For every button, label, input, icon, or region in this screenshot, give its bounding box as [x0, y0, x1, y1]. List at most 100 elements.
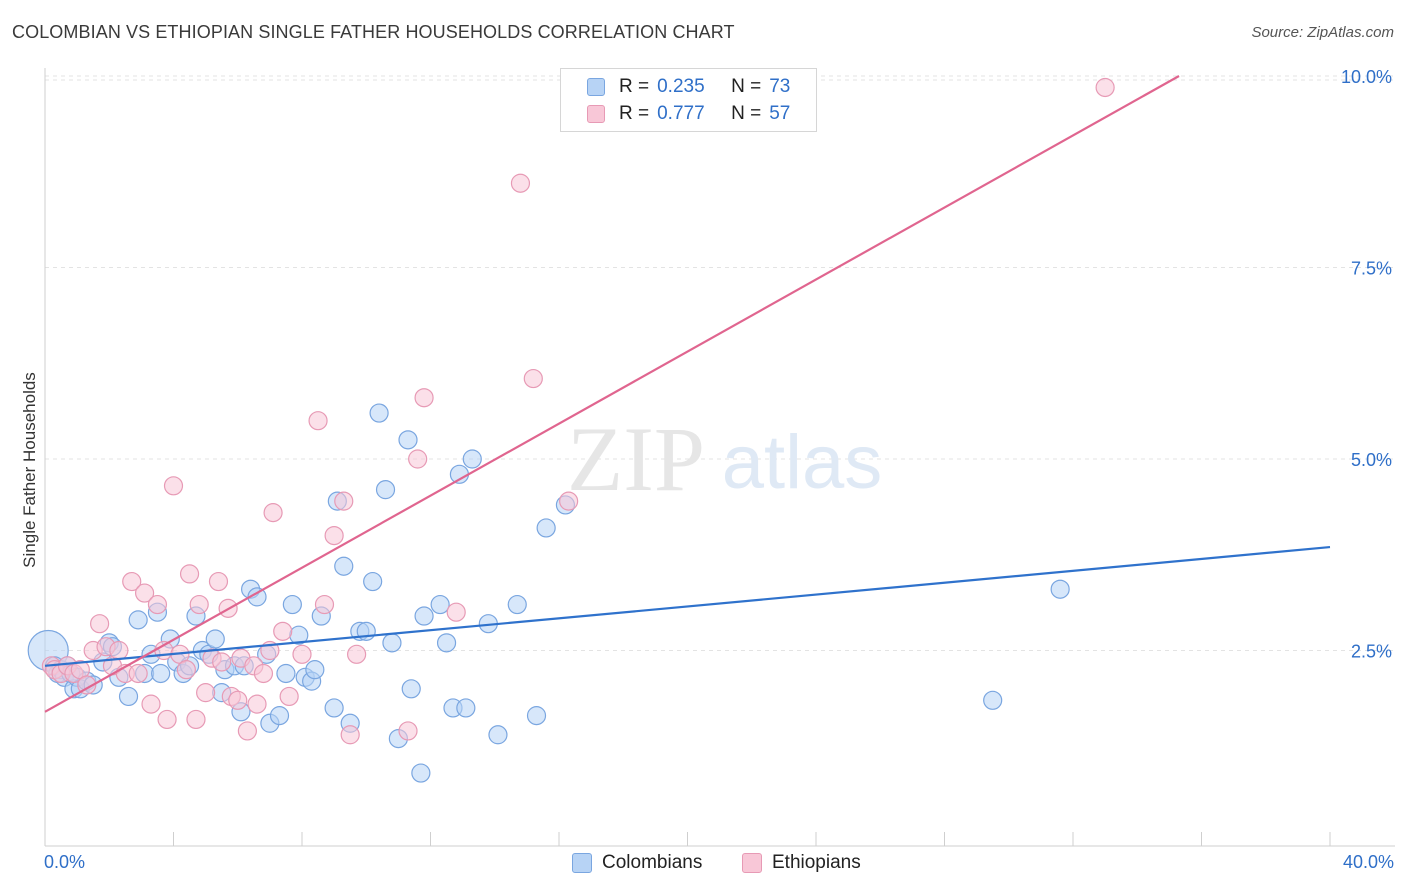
- legend-r-label: R =: [619, 103, 650, 124]
- y-tick-label-3: 10.0%: [1341, 67, 1392, 87]
- legend-r-label: R =: [619, 76, 650, 97]
- ethiopian-point-44: [314, 594, 335, 615]
- ethiopian-point-32: [228, 690, 248, 710]
- colombian-point-29: [205, 629, 225, 649]
- colombian-point-40: [276, 663, 296, 684]
- ethiopian-point-24: [186, 709, 206, 730]
- colombian-point-21: [151, 663, 171, 684]
- bottom-legend-colombians[interactable]: Colombians: [572, 852, 702, 874]
- colombian-point-55: [375, 480, 396, 500]
- ethiopian-point-25: [189, 594, 209, 615]
- colombian-point-74: [983, 690, 1003, 710]
- ethiopian-point-48: [347, 644, 367, 664]
- grid-lines: [45, 75, 1395, 651]
- ethiopian-point-19: [157, 709, 177, 730]
- ethiopian-point-40: [273, 621, 293, 641]
- bottom-legend-swatch-colombians: [572, 853, 592, 873]
- legend-n-value-colombians: 73: [769, 76, 791, 97]
- ethiopian-point-34: [237, 721, 257, 741]
- ethiopian-point-20: [163, 476, 184, 496]
- legend-n-value-ethiopians: 57: [769, 103, 791, 124]
- ethiopian-point-36: [247, 694, 267, 714]
- ethiopian-point-23: [179, 564, 200, 584]
- ethiopian-point-47: [340, 725, 360, 745]
- legend-row-ethiopians: R = 0.777 N = 57: [587, 101, 790, 127]
- trend-line-colombians: [44, 545, 1331, 667]
- watermark-atlas: atlas: [722, 420, 883, 505]
- trend-lines: [44, 75, 1331, 713]
- legend-r-value-ethiopians: 0.777: [657, 103, 705, 124]
- ethiopian-point-54: [523, 368, 543, 389]
- bottom-legend-label-colombians: Colombians: [602, 852, 703, 873]
- ethiopian-point-41: [279, 686, 299, 707]
- colombian-point-39: [269, 706, 290, 726]
- series-colombians-points: [27, 403, 1070, 783]
- colombian-point-17: [128, 610, 148, 630]
- ethiopian-point-26: [196, 683, 216, 703]
- ethiopian-point-14: [128, 663, 148, 684]
- ethiopian-point-50: [408, 449, 428, 469]
- y-tick-label-1: 5.0%: [1351, 450, 1392, 470]
- ethiopian-point-37: [253, 663, 274, 684]
- colombian-point-49: [334, 556, 354, 576]
- colombian-point-71: [526, 706, 547, 726]
- ethiopian-point-8: [90, 614, 110, 634]
- bottom-legend: Colombians Ethiopians: [0, 852, 1406, 878]
- y-tick-labels: 2.5% 5.0% 7.5% 10.0%: [1341, 67, 1392, 662]
- chart-title: COLOMBIAN VS ETHIOPIAN SINGLE FATHER HOU…: [12, 22, 735, 42]
- legend-n-label: N =: [731, 76, 762, 97]
- legend-swatch-colombians: [587, 78, 605, 96]
- y-tick-label-0: 2.5%: [1351, 642, 1392, 662]
- colombian-point-53: [363, 571, 383, 592]
- ethiopian-point-55: [559, 491, 579, 511]
- ethiopian-point-51: [414, 388, 434, 408]
- ethiopian-point-39: [263, 503, 283, 523]
- ethiopian-point-22: [176, 660, 196, 680]
- colombian-point-60: [411, 763, 431, 783]
- colombian-point-75: [1050, 579, 1070, 599]
- colombian-point-66: [456, 698, 476, 718]
- colombian-point-61: [414, 606, 434, 626]
- colombian-point-70: [507, 594, 527, 615]
- colombian-point-45: [305, 660, 325, 680]
- colombian-point-58: [398, 430, 418, 450]
- ethiopian-point-6: [77, 675, 97, 695]
- colombian-point-69: [488, 725, 508, 745]
- bottom-legend-label-ethiopians: Ethiopians: [772, 852, 861, 873]
- ethiopian-point-42: [292, 644, 312, 664]
- ethiopian-point-53: [510, 173, 531, 193]
- y-tick-label-2: 7.5%: [1351, 259, 1392, 279]
- ethiopian-point-56: [1095, 77, 1115, 98]
- ethiopian-point-45: [324, 525, 344, 546]
- ethiopian-point-13: [122, 571, 142, 592]
- ethiopian-point-16: [141, 694, 161, 714]
- watermark: ZIP atlas: [567, 408, 882, 510]
- ethiopian-point-17: [147, 594, 168, 615]
- trend-line-ethiopians: [44, 75, 1180, 713]
- legend-n-label: N =: [731, 103, 762, 124]
- colombian-point-63: [436, 633, 457, 653]
- legend-row-colombians: R = 0.235 N = 73: [587, 74, 790, 100]
- ethiopian-point-11: [109, 640, 129, 661]
- colombian-point-47: [324, 698, 344, 718]
- legend-swatch-ethiopians: [587, 105, 605, 123]
- bottom-legend-ethiopians[interactable]: Ethiopians: [742, 852, 861, 874]
- ethiopian-point-43: [308, 411, 328, 431]
- legend-r-value-colombians: 0.235: [657, 76, 705, 97]
- series-ethiopians-points: [41, 77, 1115, 745]
- colombian-point-67: [462, 449, 482, 469]
- ethiopian-point-52: [446, 602, 466, 622]
- axis-lines: [44, 68, 1395, 847]
- watermark-zip: ZIP: [567, 408, 705, 510]
- colombian-point-62: [430, 594, 450, 615]
- legend: R = 0.235 N = 73 R = 0.777 N = 57: [560, 68, 817, 132]
- colombian-point-72: [536, 518, 556, 538]
- bottom-legend-swatch-ethiopians: [742, 853, 762, 873]
- source-note: Source: ZipAtlas.com: [1251, 24, 1394, 41]
- ethiopian-point-46: [334, 491, 354, 511]
- colombian-point-41: [282, 594, 302, 615]
- x-tick-label-min: 0.0%: [44, 852, 86, 872]
- ethiopian-point-28: [208, 571, 229, 592]
- colombian-point-59: [401, 679, 421, 699]
